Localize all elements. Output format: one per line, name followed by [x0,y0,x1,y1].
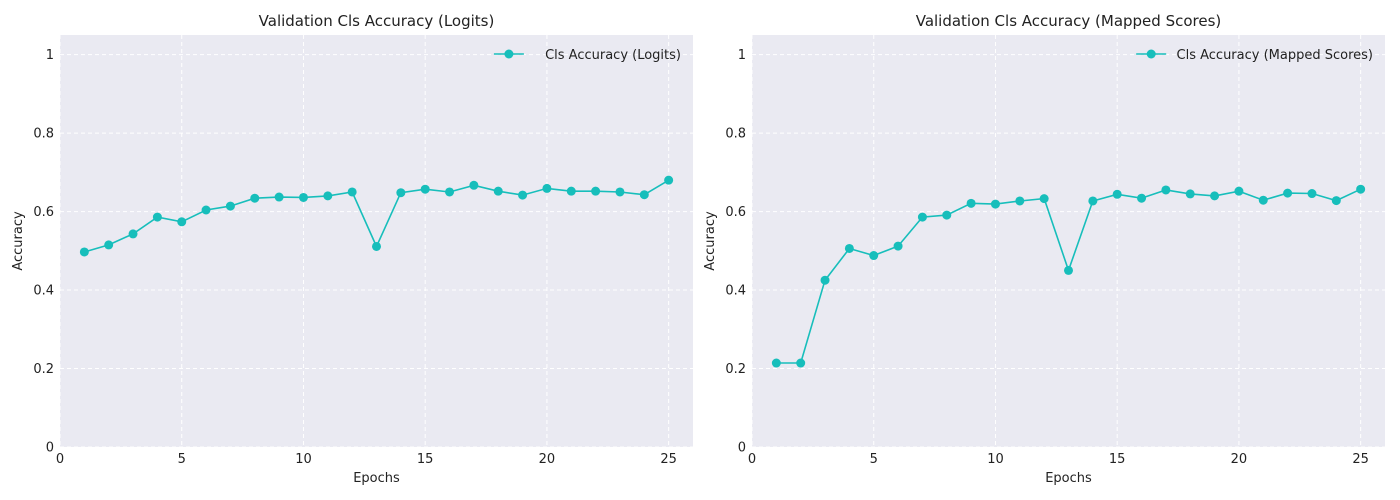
x-tick-label: 0 [56,452,64,467]
data-point [250,193,260,203]
data-point [225,201,235,211]
x-tick-label: 20 [539,452,556,467]
data-point [1185,189,1195,199]
data-point [420,184,430,194]
legend-label: Cls Accuracy (Mapped Scores) [1177,48,1373,63]
data-point [152,212,162,222]
y-tick-label: 0.2 [33,362,54,377]
x-axis-label: Epochs [353,471,400,486]
data-point [79,247,89,257]
plot-area [752,35,1385,447]
data-point [893,241,903,251]
x-tick-label: 10 [295,452,312,467]
y-tick-label: 0.4 [725,284,746,299]
data-point [104,240,114,250]
legend-marker [504,49,514,59]
data-point [469,180,479,190]
x-tick-label: 25 [1352,452,1369,467]
data-point [639,190,649,200]
data-point [1234,186,1244,196]
y-tick-label: 0.8 [725,127,746,142]
chart-title: Validation Cls Accuracy (Mapped Scores) [916,12,1222,30]
data-point [1039,194,1049,204]
x-tick-label: 15 [417,452,434,467]
data-point [1331,196,1341,206]
y-tick-label: 0.2 [725,362,746,377]
x-axis-label: Epochs [1045,471,1092,486]
data-point [615,187,625,197]
data-point [201,205,211,215]
data-point [1064,265,1073,275]
data-point [1015,196,1025,206]
y-tick-label: 1 [738,48,746,63]
data-point [990,199,1000,209]
x-tick-label: 20 [1231,452,1248,467]
y-tick-label: 1 [46,48,54,63]
data-point [1112,189,1122,199]
y-tick-label: 0.6 [33,205,54,220]
legend-marker [1146,49,1156,59]
data-point [1307,189,1317,199]
data-point [664,175,674,185]
data-point [323,191,333,201]
data-point [869,251,879,261]
data-point [493,186,503,196]
data-point [1356,184,1366,194]
data-point [445,187,455,197]
y-axis-label: Accuracy [703,211,718,271]
data-point [128,229,138,239]
data-point [396,188,406,198]
x-tick-label: 5 [178,452,186,467]
chart-panel-logits: Validation Cls Accuracy (Logits) Epochs … [11,12,693,486]
y-tick-label: 0 [738,441,746,456]
data-point [844,243,854,253]
data-point [1088,196,1098,206]
x-tick-label: 5 [870,452,878,467]
data-point [274,192,284,202]
x-tick-label: 0 [748,452,756,467]
y-axis-label: Accuracy [11,211,26,271]
plot-area [60,35,693,447]
data-point [177,217,187,227]
data-point [1258,195,1268,205]
data-point [771,358,781,368]
data-point [820,275,830,285]
data-point [518,190,528,200]
data-point [1161,185,1171,195]
y-tick-label: 0.8 [33,127,54,142]
y-tick-label: 0.6 [725,205,746,220]
chart-title: Validation Cls Accuracy (Logits) [259,12,495,30]
chart-panel-mapped-scores: Validation Cls Accuracy (Mapped Scores) … [703,12,1385,486]
data-point [298,192,308,202]
x-tick-label: 15 [1109,452,1126,467]
data-point [542,183,552,193]
data-point [942,210,952,220]
legend-label: Cls Accuracy (Logits) [545,48,681,63]
data-point [966,198,976,208]
x-tick-label: 25 [660,452,677,467]
data-point [796,358,806,368]
data-point [1210,191,1220,201]
data-point [347,187,357,197]
y-tick-label: 0.4 [33,284,54,299]
data-point [372,241,381,251]
data-point [917,212,927,222]
y-tick-label: 0 [46,441,54,456]
x-tick-label: 10 [987,452,1004,467]
data-point [1137,193,1147,203]
data-point [566,186,576,196]
data-point [1283,188,1293,198]
data-point [591,186,601,196]
